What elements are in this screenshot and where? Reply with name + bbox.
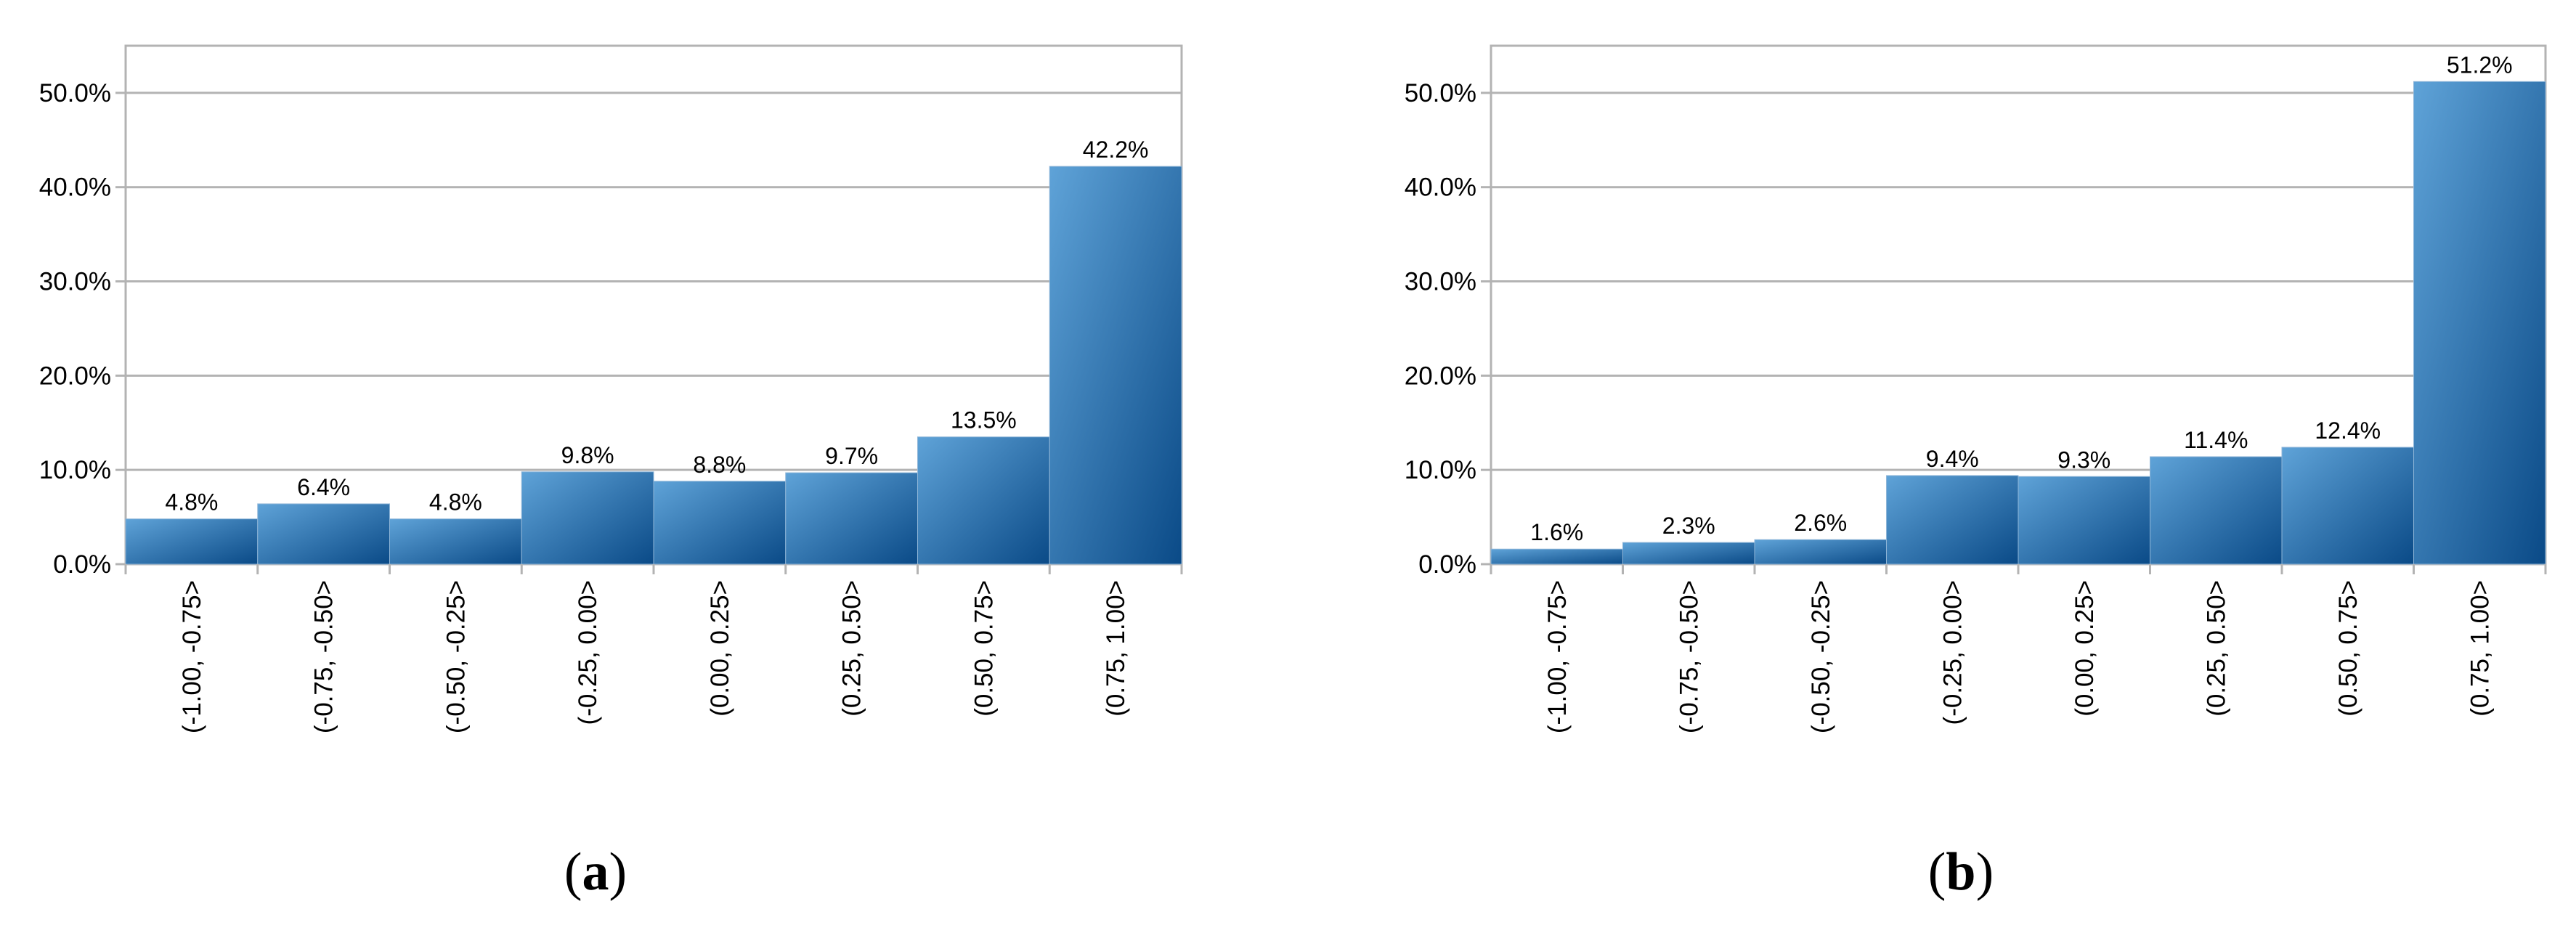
y-tick-label: 10.0% bbox=[39, 456, 111, 484]
bar bbox=[785, 472, 918, 565]
x-tick-label: (-0.75, -0.50> bbox=[1675, 580, 1703, 733]
y-tick-label: 20.0% bbox=[1405, 362, 1476, 390]
x-tick-label: (0.25, 0.50> bbox=[2202, 580, 2230, 717]
data-label: 42.2% bbox=[1083, 137, 1149, 163]
y-tick-label: 50.0% bbox=[1405, 79, 1476, 107]
data-label: 2.3% bbox=[1662, 513, 1715, 539]
x-tick-label: (0.25, 0.50> bbox=[838, 580, 866, 717]
data-label: 12.4% bbox=[2315, 417, 2381, 444]
data-label: 4.8% bbox=[165, 489, 218, 516]
bar bbox=[2018, 476, 2150, 565]
panel-label: (b) bbox=[1928, 842, 1994, 902]
x-tick-label: (0.00, 0.25> bbox=[2071, 580, 2099, 717]
data-label: 8.8% bbox=[693, 452, 746, 478]
y-tick-label: 40.0% bbox=[39, 174, 111, 202]
data-label: 11.4% bbox=[2184, 427, 2248, 453]
x-tick-label: (-1.00, -0.75> bbox=[178, 580, 206, 733]
bar bbox=[125, 518, 259, 565]
data-label: 9.7% bbox=[825, 443, 878, 469]
bar bbox=[257, 503, 390, 565]
bar bbox=[389, 518, 522, 565]
data-label: 4.8% bbox=[429, 489, 482, 516]
bar bbox=[2281, 447, 2414, 565]
x-tick-label: (0.50, 0.75> bbox=[2334, 580, 2362, 717]
chart-a: 0.0% 10.0% 20.0% 30.0% 40.0% 50.0% 4.8% (-1.00,… bbox=[39, 44, 1183, 902]
y-tick-label: 40.0% bbox=[1405, 174, 1476, 202]
y-tick-label: 20.0% bbox=[39, 362, 111, 390]
bar bbox=[2150, 456, 2283, 565]
bar bbox=[1754, 539, 1887, 565]
x-tick-label: (0.50, 0.75> bbox=[970, 580, 998, 717]
data-label: 13.5% bbox=[951, 407, 1017, 433]
data-label: 6.4% bbox=[297, 474, 350, 500]
x-tick-label: (-1.00, -0.75> bbox=[1543, 580, 1572, 733]
y-tick-label: 50.0% bbox=[39, 79, 111, 107]
chart-b: 0.0% 10.0% 20.0% 30.0% 40.0% 50.0% 1.6% (-1.00,… bbox=[1405, 44, 2547, 902]
data-label: 51.2% bbox=[2447, 52, 2513, 78]
data-label: 1.6% bbox=[1530, 519, 1583, 545]
bar bbox=[1049, 166, 1182, 565]
x-tick-label: (-0.50, -0.25> bbox=[1807, 580, 1835, 733]
data-label: 9.4% bbox=[1926, 446, 1979, 472]
bar bbox=[917, 436, 1050, 565]
y-tick-label: 0.0% bbox=[53, 550, 111, 579]
x-tick-label: (0.00, 0.25> bbox=[706, 580, 734, 717]
bar bbox=[1886, 475, 2019, 565]
data-label: 9.3% bbox=[2057, 447, 2110, 473]
data-label: 2.6% bbox=[1794, 510, 1847, 536]
y-tick-label: 30.0% bbox=[39, 268, 111, 296]
bar bbox=[653, 481, 787, 565]
x-tick-label: (-0.25, 0.00> bbox=[1938, 580, 1967, 725]
x-tick-label: (0.75, 1.00> bbox=[2466, 580, 2494, 717]
y-tick-label: 30.0% bbox=[1405, 268, 1476, 296]
x-tick-label: (-0.25, 0.00> bbox=[574, 580, 602, 725]
panel-label: (a) bbox=[564, 842, 627, 902]
x-tick-label: (-0.75, -0.50> bbox=[310, 580, 338, 733]
bar bbox=[1622, 542, 1755, 565]
y-tick-label: 0.0% bbox=[1418, 550, 1476, 579]
bar bbox=[1490, 548, 1623, 565]
bar bbox=[2413, 81, 2546, 565]
bar bbox=[521, 471, 654, 565]
x-tick-label: (0.75, 1.00> bbox=[1102, 580, 1130, 717]
y-tick-label: 10.0% bbox=[1405, 456, 1476, 484]
data-label: 9.8% bbox=[561, 442, 614, 468]
x-tick-label: (-0.50, -0.25> bbox=[442, 580, 470, 733]
